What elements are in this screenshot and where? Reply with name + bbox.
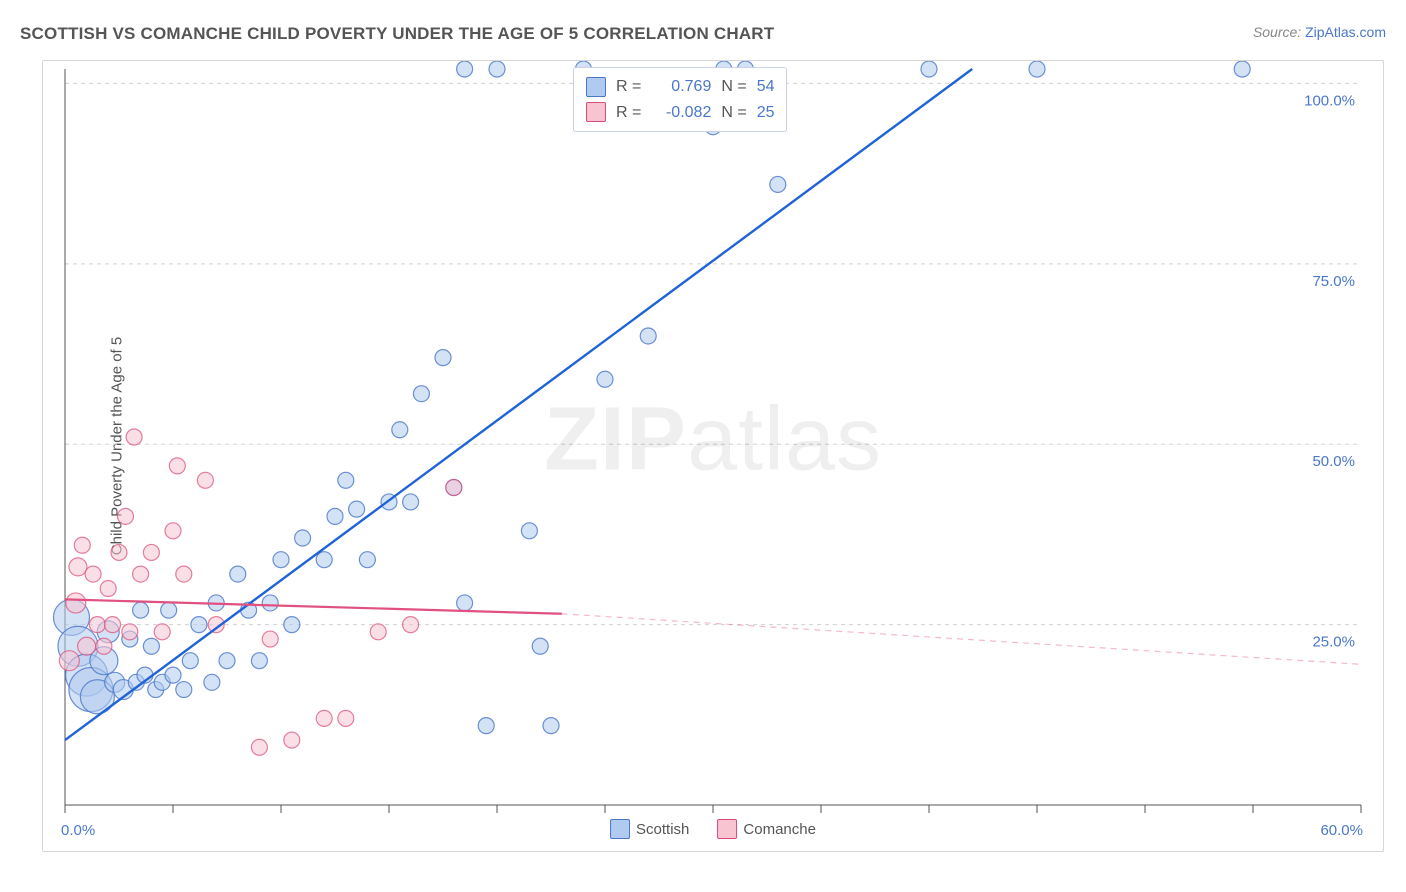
svg-text:100.0%: 100.0%	[1304, 92, 1355, 109]
source-attribution: Source: ZipAtlas.com	[1253, 24, 1386, 40]
series-swatch	[610, 819, 630, 839]
chart-area: 25.0%50.0%75.0%100.0%0.0%60.0% ZIPatlas …	[42, 60, 1384, 852]
svg-text:75.0%: 75.0%	[1312, 273, 1355, 290]
stats-row: R = 0.769 N = 54	[586, 74, 774, 100]
correlation-stats-box: R = 0.769 N = 54R = -0.082 N = 25	[573, 67, 787, 132]
series-swatch	[717, 819, 737, 839]
series-swatch	[586, 102, 606, 122]
source-link[interactable]: ZipAtlas.com	[1305, 24, 1386, 40]
stats-row: R = -0.082 N = 25	[586, 100, 774, 126]
svg-text:50.0%: 50.0%	[1312, 453, 1355, 470]
chart-title: SCOTTISH VS COMANCHE CHILD POVERTY UNDER…	[20, 24, 774, 44]
legend-item: Scottish	[610, 819, 689, 839]
svg-text:60.0%: 60.0%	[1320, 822, 1363, 839]
svg-text:0.0%: 0.0%	[61, 822, 95, 839]
series-swatch	[586, 77, 606, 97]
legend-item: Comanche	[717, 819, 816, 839]
svg-text:25.0%: 25.0%	[1312, 634, 1355, 651]
legend: Scottish Comanche	[610, 819, 816, 839]
